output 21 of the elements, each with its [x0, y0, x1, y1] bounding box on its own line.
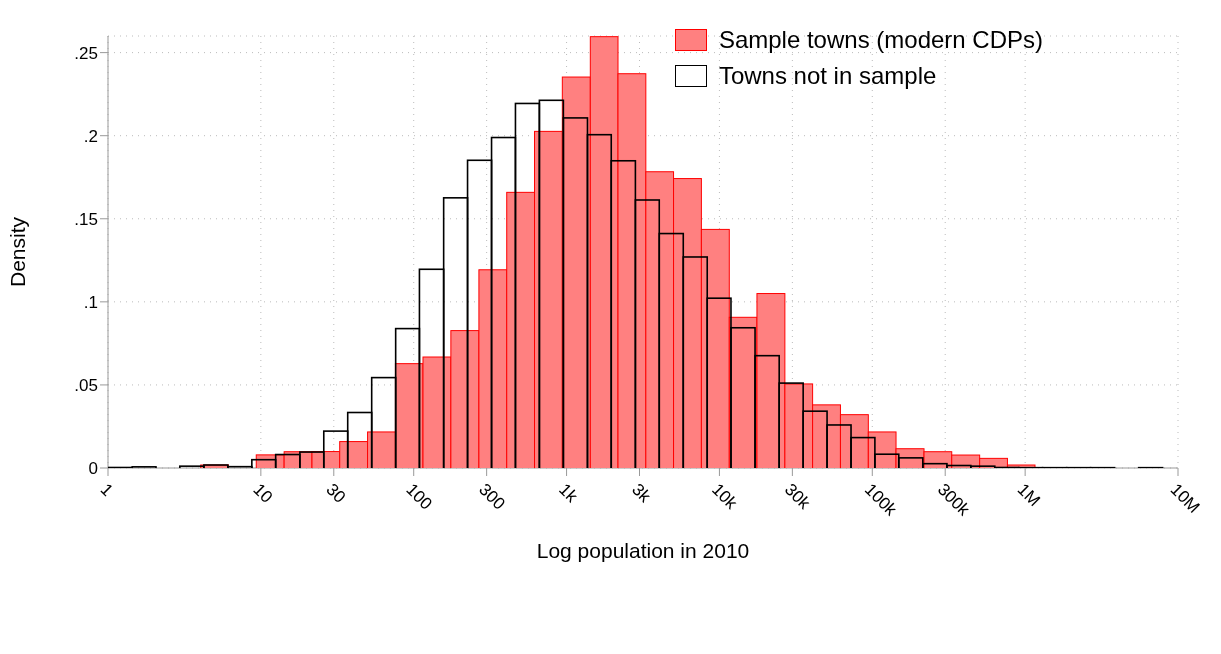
x-tick-label: 100: [402, 479, 436, 514]
x-axis-title: Log population in 2010: [536, 539, 750, 562]
x-tick-label: 10k: [708, 479, 742, 514]
y-tick-label: .25: [74, 43, 98, 63]
x-tick-label: 1k: [555, 479, 582, 507]
legend-label: Towns not in sample: [718, 62, 937, 90]
y-axis-title: Density: [6, 216, 30, 288]
y-tick-label: .1: [83, 292, 98, 312]
legend-label: Sample towns (modern CDPs): [718, 26, 1043, 54]
x-tick-label: 1M: [1013, 479, 1044, 511]
y-tick-label: .15: [74, 209, 98, 229]
x-tick-label: 10M: [1166, 479, 1204, 517]
y-tick-label: .2: [83, 126, 98, 146]
x-tick-label: 10: [249, 479, 277, 507]
x-tick-label: 3k: [628, 479, 655, 507]
x-tick-label: 30: [322, 479, 350, 507]
x-tick-label: 30k: [781, 479, 815, 514]
y-tick-label: .05: [74, 375, 98, 395]
x-tick-label: 300: [475, 479, 509, 514]
y-tick-label: 0: [88, 459, 98, 479]
x-tick-label: 1: [96, 479, 117, 501]
